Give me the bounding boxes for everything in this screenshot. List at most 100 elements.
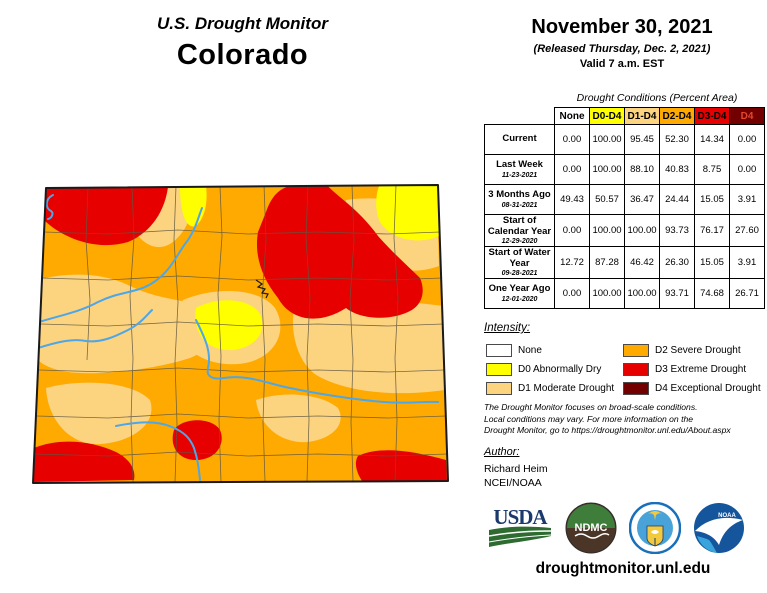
commerce-logo <box>629 502 681 554</box>
county-boundaries <box>34 184 448 483</box>
intensity-legend: None D0 Abnormally Dry D1 Moderate Drought… <box>486 341 767 398</box>
row-label: Start of Calendar Year 12-29-2020 <box>484 214 555 247</box>
value-cell: 0.00 <box>554 278 590 309</box>
table-row: 3 Months Ago 08-31-2021 49.43 50.57 36.47 24.… <box>484 184 765 215</box>
value-cell: 26.71 <box>729 278 765 309</box>
ndmc-logo: NDMC <box>565 502 617 554</box>
value-cell: 46.42 <box>624 246 660 279</box>
value-cell: 14.34 <box>694 124 730 155</box>
value-cell: 100.00 <box>589 154 625 185</box>
legend-swatch <box>486 344 512 357</box>
author-name: Richard Heim <box>484 463 548 475</box>
table-row: Last Week 11-23-2021 0.00 100.00 88.10 40.83 8… <box>484 154 765 185</box>
drought-table-body: None D0-D4 D1-D4 D2-D4 D3-D4 D4 Current 0.00 10… <box>484 107 765 309</box>
value-cell: 100.00 <box>624 278 660 309</box>
droughtmonitor-url[interactable]: droughtmonitor.unl.edu <box>535 560 711 577</box>
legend-item: D4 Exceptional Drought <box>623 382 767 395</box>
drought-regions-d3 <box>33 184 447 482</box>
metro-county-cluster <box>255 279 269 299</box>
value-cell: 0.00 <box>729 154 765 185</box>
disclaimer-line: Drought Monitor, go to https://droughtmo… <box>484 425 731 435</box>
released-date: (Released Thursday, Dec. 2, 2021) <box>533 43 711 55</box>
state-border <box>32 184 449 484</box>
value-cell: 0.00 <box>554 214 590 247</box>
column-header-d4: D4 <box>729 107 765 125</box>
legend-swatch <box>486 382 512 395</box>
date-block: November 30, 2021 (Released Thursday, De… <box>481 16 763 70</box>
row-label: Start of Water Year 09-28-2021 <box>484 246 555 279</box>
value-cell: 0.00 <box>554 124 590 155</box>
value-cell: 0.00 <box>729 124 765 155</box>
usda-logo: USDA <box>488 505 552 547</box>
value-cell: 0.00 <box>554 154 590 185</box>
value-cell: 49.43 <box>554 184 590 215</box>
author-title: Author: <box>484 446 520 458</box>
svg-text:NDMC: NDMC <box>575 522 608 534</box>
row-label: Last Week 11-23-2021 <box>484 154 555 185</box>
value-cell: 40.83 <box>659 154 695 185</box>
table-row: One Year Ago 12-01-2020 0.00 100.00 100.00 93… <box>484 278 765 309</box>
table-row: Current 0.00 100.00 95.45 52.30 14.34 0.00 <box>484 124 765 155</box>
column-header-d3-d4: D3-D4 <box>694 107 730 125</box>
column-header-d1-d4: D1-D4 <box>624 107 660 125</box>
disclaimer-line: The Drought Monitor focuses on broad-sca… <box>484 402 698 412</box>
legend-label: D4 Exceptional Drought <box>655 383 761 394</box>
value-cell: 87.28 <box>589 246 625 279</box>
agency-logos: USDA NDMC NOAA <box>487 500 745 556</box>
value-cell: 100.00 <box>589 214 625 247</box>
legend-item: D0 Abnormally Dry <box>486 363 623 376</box>
svg-text:NOAA: NOAA <box>718 513 736 519</box>
value-cell: 27.60 <box>729 214 765 247</box>
drought-map-svg <box>26 178 454 490</box>
value-cell: 93.71 <box>659 278 695 309</box>
value-cell: 36.47 <box>624 184 660 215</box>
legend-item: D3 Extreme Drought <box>623 363 767 376</box>
row-label: 3 Months Ago 08-31-2021 <box>484 184 555 215</box>
table-corner-blank <box>485 108 555 125</box>
row-label: One Year Ago 12-01-2020 <box>484 278 555 309</box>
map-date: November 30, 2021 <box>531 16 713 38</box>
value-cell: 74.68 <box>694 278 730 309</box>
disclaimer-text: The Drought Monitor focuses on broad-sca… <box>484 402 731 437</box>
value-cell: 76.17 <box>694 214 730 247</box>
map-title-block: U.S. Drought Monitor Colorado <box>55 14 430 72</box>
value-cell: 100.00 <box>624 214 660 247</box>
intensity-title: Intensity: <box>484 322 531 334</box>
table-header-row: None D0-D4 D1-D4 D2-D4 D3-D4 D4 <box>485 107 765 125</box>
column-header-none: None <box>554 107 590 125</box>
value-cell: 3.91 <box>729 184 765 215</box>
legend-label: D2 Severe Drought <box>655 345 741 356</box>
legend-label: D3 Extreme Drought <box>655 364 747 375</box>
value-cell: 3.91 <box>729 246 765 279</box>
row-label: Current <box>484 124 555 155</box>
value-cell: 95.45 <box>624 124 660 155</box>
disclaimer-line: Local conditions may vary. For more info… <box>484 413 694 424</box>
legend-swatch <box>623 363 649 376</box>
column-header-d2-d4: D2-D4 <box>659 107 695 125</box>
value-cell: 15.05 <box>694 246 730 279</box>
legend-label: D0 Abnormally Dry <box>518 364 602 375</box>
author-org: NCEI/NOAA <box>484 477 542 489</box>
value-cell: 8.75 <box>694 154 730 185</box>
value-cell: 88.10 <box>624 154 660 185</box>
colorado-drought-map <box>26 178 454 490</box>
state-name: Colorado <box>176 39 309 71</box>
valid-time: Valid 7 a.m. EST <box>579 58 665 70</box>
value-cell: 12.72 <box>554 246 590 279</box>
column-header-d0-d4: D0-D4 <box>589 107 625 125</box>
legend-item: D1 Moderate Drought <box>486 382 623 395</box>
table-row: Start of Calendar Year 12-29-2020 0.00 100.… <box>484 214 765 247</box>
legend-item: None <box>486 344 623 357</box>
legend-label: None <box>518 345 542 356</box>
noaa-logo: NOAA <box>694 503 744 553</box>
svg-text:USDA: USDA <box>493 505 548 529</box>
value-cell: 100.00 <box>589 278 625 309</box>
author-block: Author: Richard Heim NCEI/NOAA <box>484 446 548 490</box>
legend-item: D2 Severe Drought <box>623 344 767 357</box>
value-cell: 52.30 <box>659 124 695 155</box>
value-cell: 15.05 <box>694 184 730 215</box>
river-lines <box>37 194 439 481</box>
value-cell: 100.00 <box>589 124 625 155</box>
value-cell: 93.73 <box>659 214 695 247</box>
table-row: Start of Water Year 09-28-2021 12.72 87.28 4… <box>484 246 765 279</box>
